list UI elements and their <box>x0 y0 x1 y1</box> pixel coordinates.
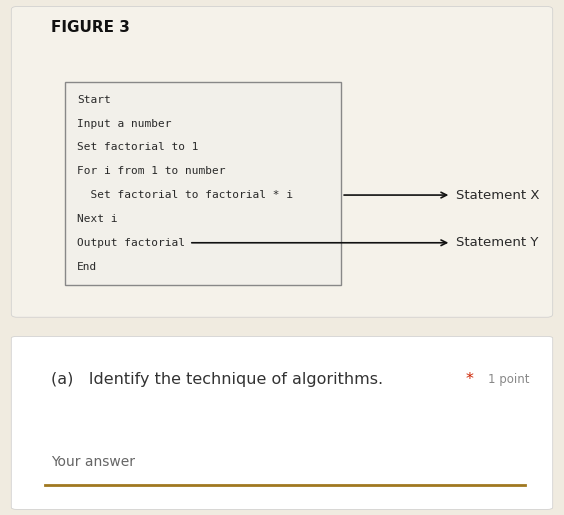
Text: (a)   Identify the technique of algorithms.: (a) Identify the technique of algorithms… <box>51 372 383 387</box>
Text: Your answer: Your answer <box>51 455 135 469</box>
FancyBboxPatch shape <box>11 336 553 509</box>
Text: Start: Start <box>77 95 111 105</box>
Text: For i from 1 to number: For i from 1 to number <box>77 166 226 176</box>
Text: 1 point: 1 point <box>488 373 530 386</box>
Text: Next i: Next i <box>77 214 118 224</box>
Text: *: * <box>465 372 473 387</box>
FancyBboxPatch shape <box>11 7 553 317</box>
Text: Statement X: Statement X <box>456 188 539 201</box>
Text: Output factorial: Output factorial <box>77 238 185 248</box>
Text: End: End <box>77 262 98 271</box>
FancyBboxPatch shape <box>65 82 341 284</box>
Text: Set factorial to factorial * i: Set factorial to factorial * i <box>77 190 293 200</box>
Text: Set factorial to 1: Set factorial to 1 <box>77 142 199 152</box>
Text: Input a number: Input a number <box>77 118 172 129</box>
Text: Statement Y: Statement Y <box>456 236 538 249</box>
Text: FIGURE 3: FIGURE 3 <box>51 20 130 35</box>
